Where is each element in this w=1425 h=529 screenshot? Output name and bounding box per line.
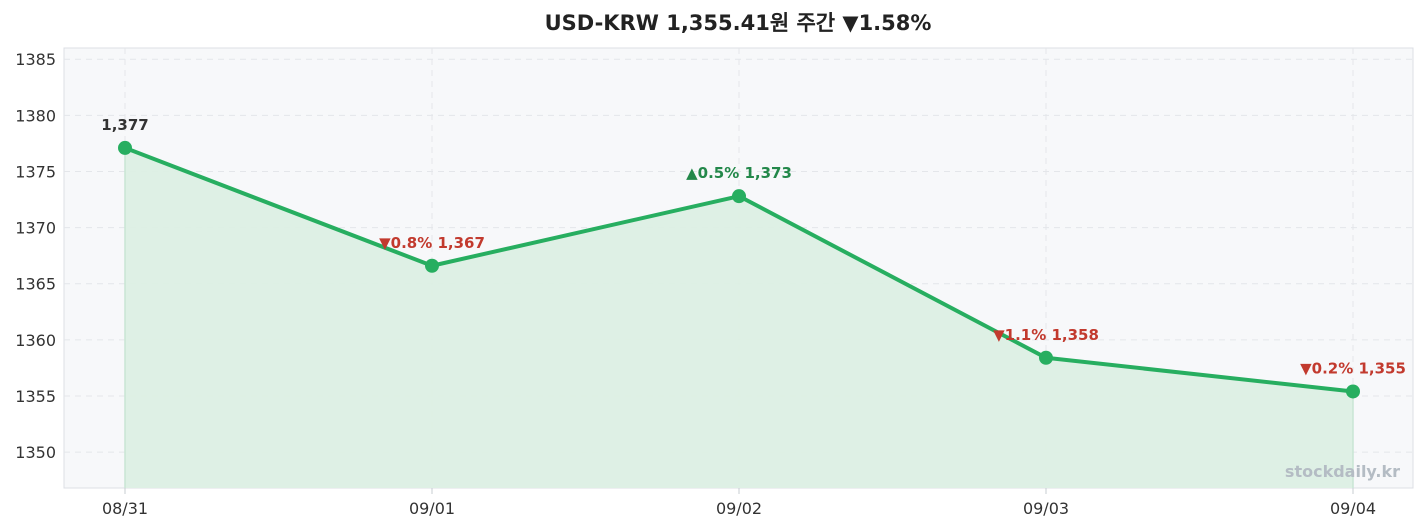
y-tick-label: 1355	[15, 387, 56, 406]
data-label: ▲0.5% 1,373	[686, 164, 792, 182]
watermark: stockdaily.kr	[1285, 462, 1400, 481]
x-tick-label: 09/04	[1330, 499, 1376, 518]
data-point	[1039, 350, 1053, 365]
x-tick-label: 08/31	[102, 499, 148, 518]
x-tick-label: 09/02	[716, 499, 762, 518]
area-fill-layer	[124, 147, 1354, 489]
chart-title: USD-KRW 1,355.41원 주간 ▼1.58%	[545, 11, 932, 35]
y-tick-label: 1370	[15, 219, 56, 238]
y-axis-ticks: 1350 1355 1360 1365 1370 1375 1380 1385	[15, 50, 56, 462]
data-point	[732, 189, 746, 204]
y-tick-label: 1365	[15, 275, 56, 294]
data-label: ▼0.2% 1,355	[1300, 359, 1406, 377]
y-tick-label: 1360	[15, 331, 56, 350]
y-tick-label: 1375	[15, 162, 56, 181]
y-tick-label: 1350	[15, 443, 56, 462]
y-tick-label: 1380	[15, 106, 56, 125]
data-points	[118, 140, 1360, 399]
data-point	[118, 140, 132, 155]
data-label: 1,377	[101, 116, 148, 134]
data-label: ▼1.1% 1,358	[993, 326, 1099, 344]
x-tick-label: 09/03	[1023, 499, 1069, 518]
data-label: ▼0.8% 1,367	[379, 234, 485, 252]
area-fill	[125, 147, 1353, 489]
x-tick-label: 09/01	[409, 499, 455, 518]
x-axis-ticks: 08/31 09/01 09/02 09/03 09/04	[102, 488, 1376, 518]
data-point	[425, 258, 439, 273]
data-labels: 1,377 ▼0.8% 1,367 ▲0.5% 1,373 ▼1.1% 1,358 ▼0…	[101, 116, 1406, 378]
data-point	[1346, 384, 1360, 399]
y-tick-label: 1385	[15, 50, 56, 69]
